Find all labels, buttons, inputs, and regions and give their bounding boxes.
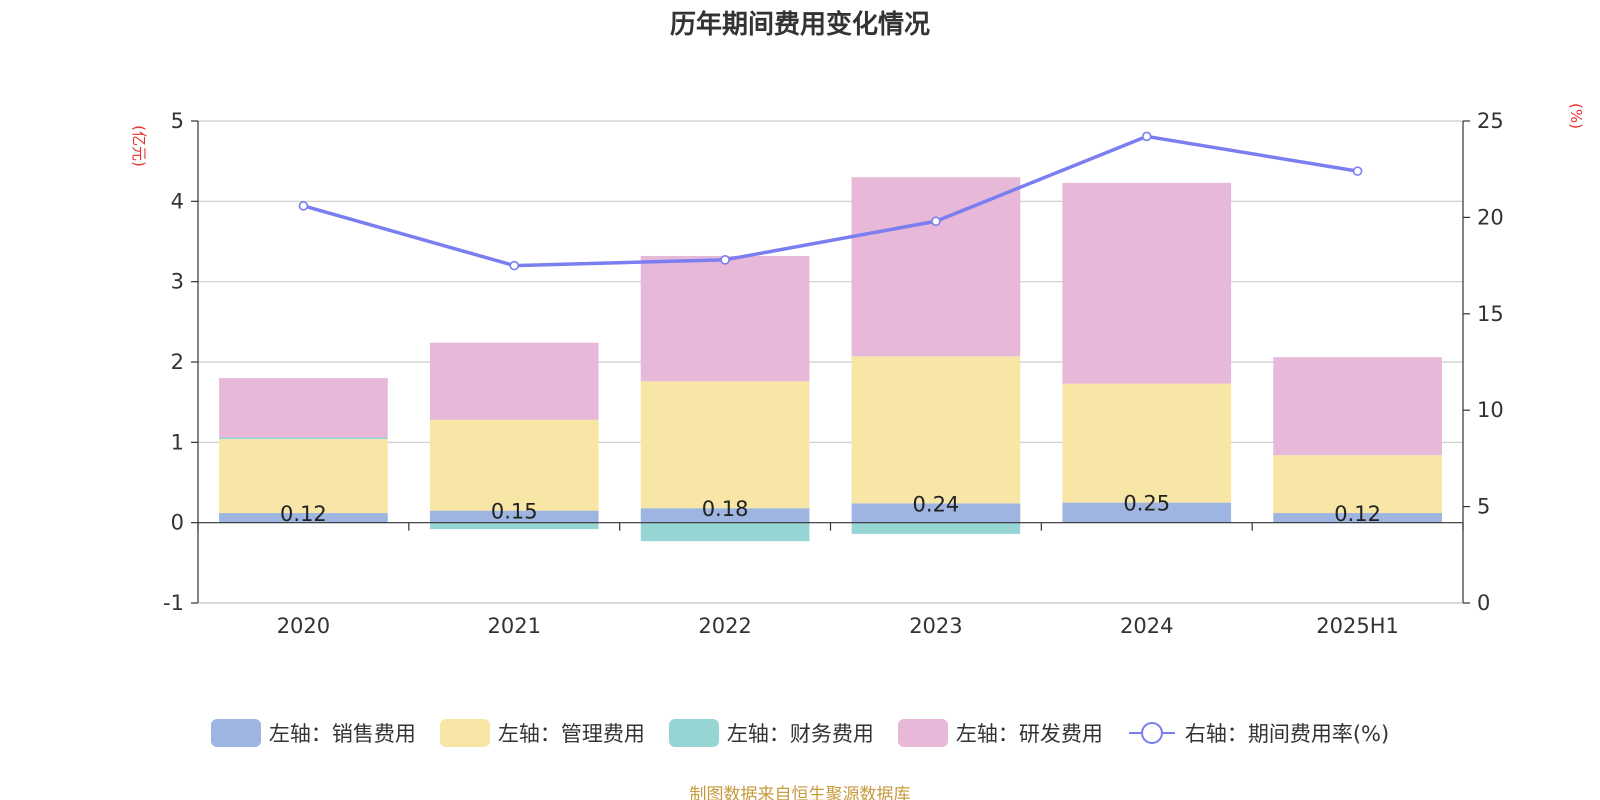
bar-sales-2025H1 <box>1273 513 1442 523</box>
legend-label: 左轴：财务费用 <box>726 722 874 746</box>
bar-admin-2021 <box>429 419 599 511</box>
bar-rd-2023 <box>851 177 1021 357</box>
x-axis-label-2024: 2024 <box>1120 614 1173 638</box>
bar-sales-2024 <box>1062 502 1232 523</box>
x-axis-label-2025H1: 2025H1 <box>1316 614 1399 638</box>
left-axis-tick-label: 4 <box>171 189 184 213</box>
data-label-2021: 0.15 <box>491 500 538 524</box>
data-label-2025H1: 0.12 <box>1334 502 1381 526</box>
bar-admin-2020 <box>219 439 388 514</box>
left-axis-tick-label: 1 <box>171 430 184 454</box>
bar-rd-2020 <box>219 378 388 438</box>
legend-item-finance[interactable]: 左轴：财务费用 <box>668 718 874 748</box>
legend-swatch-rd <box>897 719 948 747</box>
bar-finance-2023 <box>851 522 1021 534</box>
data-label-2022: 0.18 <box>702 497 749 521</box>
bar-sales-2021 <box>429 510 599 523</box>
rate-point-2023 <box>931 216 941 227</box>
x-axis-label-2020: 2020 <box>277 614 330 638</box>
chart-legend: 左轴：销售费用 左轴：管理费用 左轴：财务费用 左轴：研发费用 右轴：期间费用率(%) <box>0 718 1600 748</box>
left-axis-unit: (亿元) <box>130 125 148 167</box>
right-axis-tick-label: 15 <box>1477 302 1504 326</box>
legend-swatch-sales <box>210 719 261 747</box>
bar-sales-2020 <box>219 513 388 523</box>
x-axis-label-2022: 2022 <box>698 614 751 638</box>
right-axis-tick-label: 5 <box>1477 495 1490 519</box>
legend-label: 左轴：管理费用 <box>497 722 645 746</box>
right-axis-unit: (%) <box>1567 103 1585 129</box>
rate-line <box>302 134 1358 268</box>
legend-item-rate[interactable]: 右轴：期间费用率(%) <box>1127 718 1389 748</box>
left-axis-tick-label: 3 <box>171 270 184 294</box>
rate-point-2024 <box>1141 131 1152 142</box>
bar-sales-2022 <box>640 508 810 523</box>
left-axis-tick-label: 5 <box>171 109 184 133</box>
chart-canvas: -1 0 1 2 3 4 5 (亿元) 0 5 10 15 20 25 (%) 0.12 0.15 0.18 0.2… <box>130 103 1585 638</box>
bar-rd-2025H1 <box>1273 357 1442 456</box>
bar-rd-2021 <box>429 342 599 420</box>
legend-label: 左轴：销售费用 <box>268 722 416 746</box>
bar-finance-2021 <box>429 522 599 530</box>
right-axis-tick-label: 25 <box>1477 109 1504 133</box>
legend-item-admin[interactable]: 左轴：管理费用 <box>439 718 645 748</box>
bar-admin-2024 <box>1062 383 1232 503</box>
bar-admin-2023 <box>851 356 1021 504</box>
right-axis-tick-label: 20 <box>1477 205 1504 229</box>
legend-swatch-admin <box>439 719 490 747</box>
data-label-2020: 0.12 <box>280 502 327 526</box>
rate-point-2020 <box>298 201 309 211</box>
left-axis-tick-label: -1 <box>163 591 184 615</box>
left-axis-tick-label: 2 <box>171 350 184 374</box>
legend-label: 右轴：期间费用率(%) <box>1184 722 1390 746</box>
bar-finance-2020 <box>219 437 388 440</box>
rate-point-2022 <box>720 255 730 265</box>
data-source-note: 制图数据来自恒生聚源数据库 <box>689 785 911 800</box>
data-label-2023: 0.24 <box>913 492 960 516</box>
legend-label: 左轴：研发费用 <box>955 722 1103 746</box>
bar-sales-2023 <box>851 503 1021 523</box>
rate-point-2025H1 <box>1352 166 1363 176</box>
x-axis-label-2023: 2023 <box>909 614 962 638</box>
legend-item-rd[interactable]: 左轴：研发费用 <box>897 718 1103 748</box>
bar-finance-2022 <box>640 522 810 542</box>
right-axis-tick-label: 0 <box>1477 591 1490 615</box>
right-axis-tick-label: 10 <box>1477 398 1504 422</box>
legend-swatch-finance <box>668 719 719 747</box>
x-axis-label-2021: 2021 <box>488 614 541 638</box>
bar-rd-2024 <box>1062 182 1232 384</box>
data-label-2024: 0.25 <box>1123 492 1170 516</box>
bar-admin-2022 <box>640 381 810 509</box>
legend-line-marker <box>1128 722 1175 744</box>
left-axis-tick-label: 0 <box>171 511 184 535</box>
legend-item-sales[interactable]: 左轴：销售费用 <box>210 718 416 748</box>
bar-admin-2025H1 <box>1273 455 1442 514</box>
rate-point-2021 <box>509 260 520 271</box>
chart-title: 历年期间费用变化情况 <box>669 10 930 40</box>
bar-rd-2022 <box>640 255 810 382</box>
